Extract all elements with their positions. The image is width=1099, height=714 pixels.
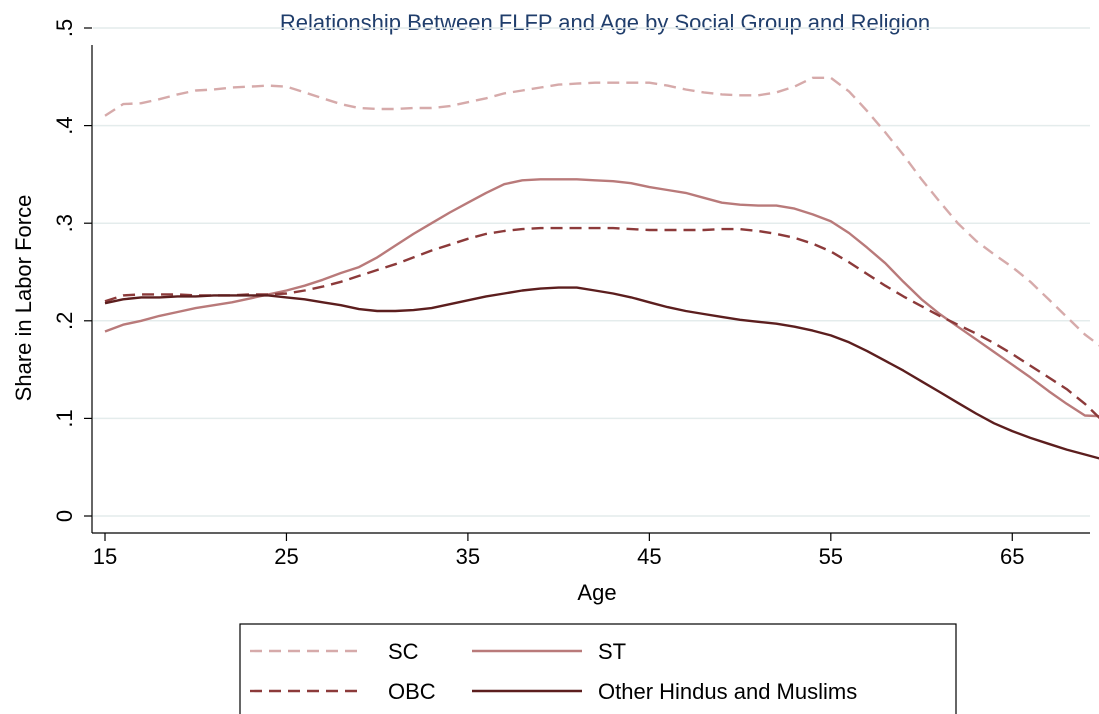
legend-label: OBC [388,679,436,704]
y-tick-label: .5 [52,19,77,37]
chart-title: Relationship Between FLFP and Age by Soc… [280,10,930,35]
series-line-other-hindus-and-muslims [104,286,1099,460]
x-tick-label: 25 [274,544,298,569]
y-axis-label: Share in Labor Force [11,195,36,402]
x-ticks: 15 25 35 45 55 65 [93,533,1025,569]
y-tick-label: .4 [52,116,77,134]
x-tick-label: 45 [637,544,661,569]
y-tick-label: .3 [52,214,77,232]
series-line-obc [104,226,1099,420]
x-tick-label: 15 [93,544,117,569]
legend-label: Other Hindus and Muslims [598,679,857,704]
x-tick-label: 55 [819,544,843,569]
y-ticks: 0 .1 .2 .3 .4 .5 [52,19,92,522]
legend-label: SC [388,639,419,664]
series-line-sc [104,76,1099,347]
series-line-st [104,178,1099,418]
series [104,76,1099,460]
x-axis-label: Age [577,580,616,605]
x-tick-label: 35 [456,544,480,569]
legend-label: ST [598,639,626,664]
y-tick-label: .1 [52,409,77,427]
y-tick-label: 0 [52,510,77,522]
legend-box [239,623,957,714]
y-tick-label: .2 [52,312,77,330]
x-tick-label: 65 [1000,544,1024,569]
axes [91,45,1090,534]
grid [93,27,1090,517]
legend: SC ST OBC Other Hindus and Muslims [239,623,957,714]
